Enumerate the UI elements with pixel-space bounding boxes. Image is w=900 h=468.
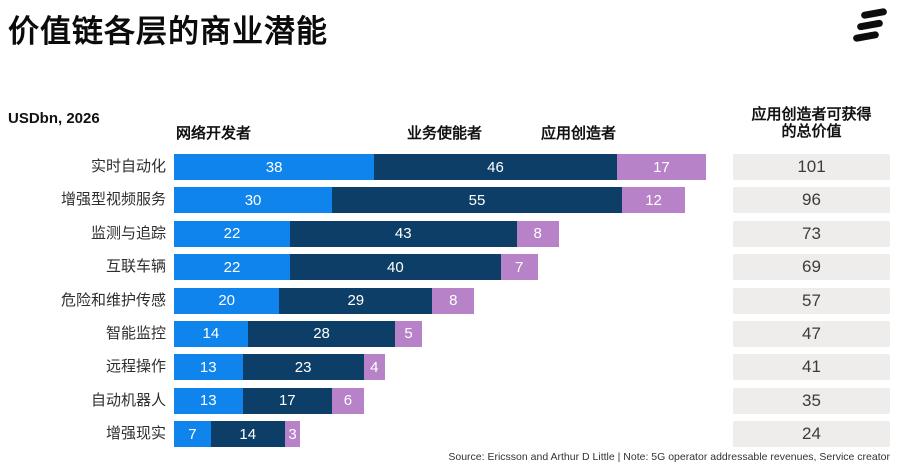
category-label: 远程操作 bbox=[105, 358, 166, 376]
total-value-box: 35 bbox=[733, 387, 890, 414]
bar-segment-service-enablers: 17 bbox=[242, 387, 333, 414]
bar-segment-service-enablers: 28 bbox=[247, 320, 396, 347]
page-title: 价值链各层的商业潜能 bbox=[8, 14, 328, 49]
stacked-bar: 13 17 6 bbox=[174, 387, 364, 414]
source-note: Source: Ericsson and Arthur D Little | N… bbox=[448, 451, 890, 463]
total-value-box: 57 bbox=[733, 287, 890, 314]
bar-segment-service-enablers: 40 bbox=[289, 254, 501, 281]
bar-segment-service-enablers: 46 bbox=[374, 154, 617, 180]
stacked-bar: 20 29 8 bbox=[174, 287, 475, 314]
totals-header-line1: 应用创造者可获得 bbox=[751, 106, 872, 123]
category-label: 增强型视频服务 bbox=[60, 191, 166, 209]
bar-segment-application-creators: 8 bbox=[432, 287, 475, 314]
bar-segment-service-enablers: 29 bbox=[279, 287, 433, 314]
stacked-bar: 14 28 5 bbox=[174, 320, 422, 347]
bar-segment-application-creators: 12 bbox=[621, 187, 686, 214]
totals-header-line2: 的总价值 bbox=[781, 123, 842, 140]
bar-segment-service-enablers: 23 bbox=[242, 354, 364, 381]
chart-row: 监测与追踪 22 43 8 73 bbox=[0, 220, 900, 247]
bar-segment-network-developers: 13 bbox=[174, 354, 243, 381]
bar-segment-service-enablers: 43 bbox=[289, 220, 517, 247]
total-value-box: 24 bbox=[733, 421, 890, 448]
bar-segment-network-developers: 38 bbox=[174, 154, 375, 180]
bar-segment-service-enablers: 14 bbox=[210, 421, 285, 448]
chart-row: 增强现实 7 14 3 24 bbox=[0, 421, 900, 448]
ericsson-logo bbox=[853, 8, 887, 42]
bar-segment-application-creators: 5 bbox=[395, 320, 422, 347]
column-header-network-developers: 网络开发者 bbox=[176, 125, 252, 142]
stacked-bar: 22 40 7 bbox=[174, 254, 538, 281]
category-label: 互联车辆 bbox=[105, 258, 166, 276]
chart-row: 增强型视频服务 30 55 12 96 bbox=[0, 187, 900, 214]
bar-segment-application-creators: 3 bbox=[284, 421, 301, 448]
bar-segment-application-creators: 4 bbox=[363, 354, 385, 381]
chart-row: 智能监控 14 28 5 47 bbox=[0, 320, 900, 347]
total-value-box: 73 bbox=[733, 220, 890, 247]
bar-segment-network-developers: 30 bbox=[174, 187, 333, 214]
bar-segment-network-developers: 22 bbox=[174, 254, 290, 281]
category-label: 实时自动化 bbox=[90, 158, 166, 175]
total-value-box: 101 bbox=[733, 154, 890, 180]
chart-rows: 实时自动化 38 46 17 101 增强型视频服务 30 55 12 96 监测与追踪 22 43 8 7… bbox=[0, 154, 900, 455]
bar-segment-application-creators: 6 bbox=[332, 387, 364, 414]
total-value-box: 47 bbox=[733, 320, 890, 347]
column-header-application-creators: 应用创造者 bbox=[541, 125, 617, 142]
total-value-box: 69 bbox=[733, 254, 890, 281]
stacked-bar: 22 43 8 bbox=[174, 220, 559, 247]
bar-segment-network-developers: 22 bbox=[174, 220, 290, 247]
chart-row: 远程操作 13 23 4 41 bbox=[0, 354, 900, 381]
stacked-bar: 38 46 17 bbox=[174, 154, 707, 180]
chart-row: 实时自动化 38 46 17 101 bbox=[0, 154, 900, 180]
bar-segment-network-developers: 7 bbox=[174, 421, 211, 448]
chart-row: 自动机器人 13 17 6 35 bbox=[0, 387, 900, 414]
stacked-bar: 7 14 3 bbox=[174, 421, 301, 448]
category-label: 危险和维护传感 bbox=[60, 291, 166, 309]
bar-segment-network-developers: 13 bbox=[174, 387, 243, 414]
column-header-service-enablers: 业务使能者 bbox=[407, 125, 483, 142]
bar-segment-application-creators: 17 bbox=[616, 154, 707, 180]
bar-segment-network-developers: 14 bbox=[174, 320, 248, 347]
chart-row: 危险和维护传感 20 29 8 57 bbox=[0, 287, 900, 314]
category-label: 增强现实 bbox=[105, 425, 166, 443]
unit-label: USDbn, 2026 bbox=[8, 110, 100, 127]
bar-segment-application-creators: 8 bbox=[516, 220, 559, 247]
chart-row: 互联车辆 22 40 7 69 bbox=[0, 254, 900, 281]
stacked-bar: 30 55 12 bbox=[174, 187, 686, 214]
bar-segment-network-developers: 20 bbox=[174, 287, 280, 314]
category-label: 监测与追踪 bbox=[90, 224, 166, 242]
category-label: 智能监控 bbox=[105, 324, 166, 342]
total-value-box: 41 bbox=[733, 354, 890, 381]
totals-column-header: 应用创造者可获得 的总价值 bbox=[733, 106, 890, 140]
category-label: 自动机器人 bbox=[90, 391, 166, 409]
bar-segment-application-creators: 7 bbox=[500, 254, 538, 281]
stacked-bar: 13 23 4 bbox=[174, 354, 385, 381]
total-value-box: 96 bbox=[733, 187, 890, 214]
bar-segment-service-enablers: 55 bbox=[332, 187, 622, 214]
